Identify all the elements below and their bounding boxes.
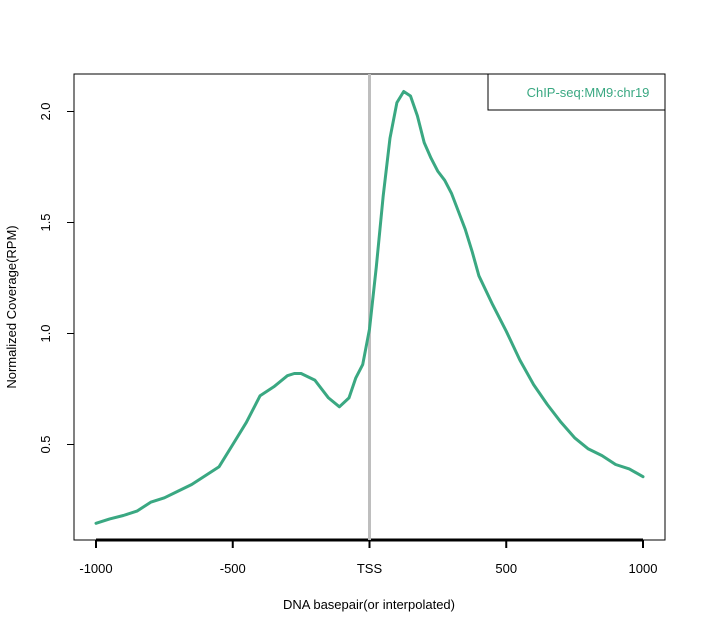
y-tick-label: 1.0 xyxy=(38,324,53,342)
y-tick-label: 1.5 xyxy=(38,213,53,231)
legend: ChIP-seq:MM9:chr19 xyxy=(487,73,666,111)
x-tick-label: 500 xyxy=(495,561,517,576)
y-axis-title: Normalized Coverage(RPM) xyxy=(4,225,19,388)
x-tick-label: -1000 xyxy=(79,561,112,576)
legend-box xyxy=(487,73,666,111)
series-layer xyxy=(94,90,645,525)
y-tick-label: 2.0 xyxy=(38,102,53,120)
y-tick-label: 0.5 xyxy=(38,435,53,453)
x-tick-label: 1000 xyxy=(629,561,658,576)
series-line xyxy=(94,90,645,525)
x-axis-title: DNA basepair(or interpolated) xyxy=(283,597,455,612)
x-tick-label: -500 xyxy=(220,561,246,576)
x-tick-label: TSS xyxy=(357,561,383,576)
x-axis: -1000 -500 TSS 500 1000 xyxy=(79,538,658,576)
y-axis: 0.5 1.0 1.5 2.0 xyxy=(38,102,74,454)
legend-entry-label: ChIP-seq:MM9:chr19 xyxy=(527,85,650,100)
